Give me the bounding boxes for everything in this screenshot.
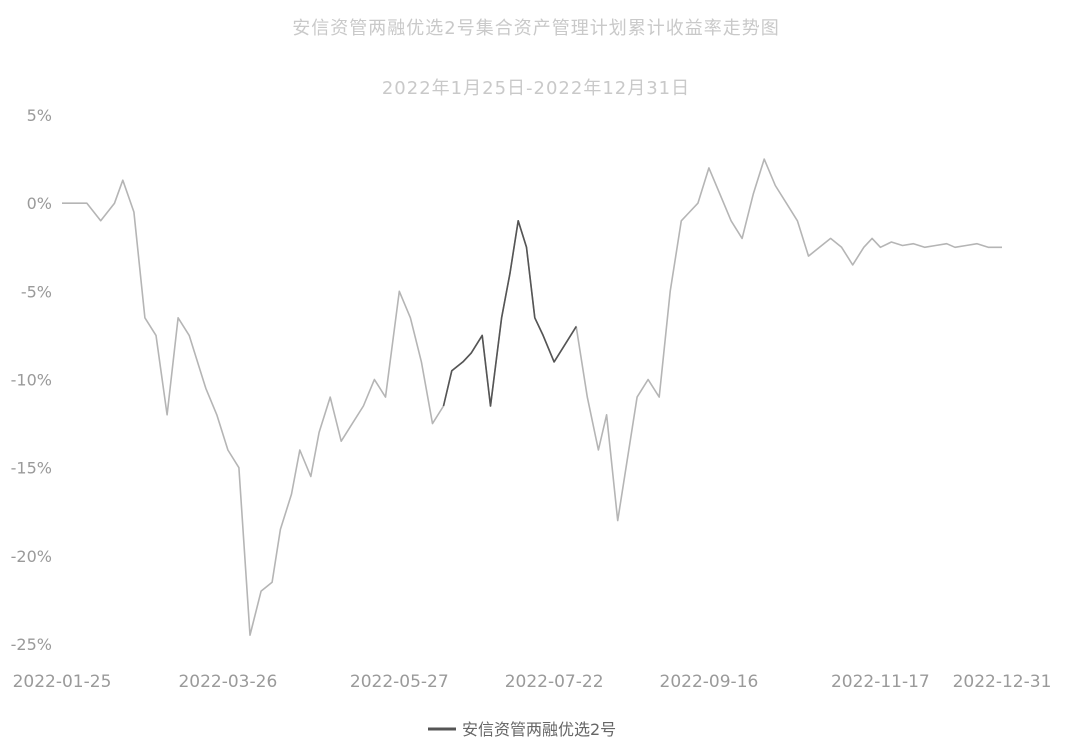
x-tick-label: 2022-11-17: [831, 672, 930, 692]
x-tick-label: 2022-09-16: [660, 672, 759, 692]
x-tick-label: 2022-12-31: [953, 672, 1052, 692]
y-tick-label: 0%: [27, 194, 52, 213]
y-tick-label: -5%: [21, 282, 52, 301]
y-tick-label: -15%: [11, 459, 52, 478]
y-tick-label: 5%: [27, 106, 52, 125]
chart-subtitle: 2022年1月25日-2022年12月31日: [381, 78, 691, 99]
legend-label: 安信资管两融优选2号: [462, 720, 616, 739]
chart-title: 安信资管两融优选2号集合资产管理计划累计收益率走势图: [292, 18, 780, 39]
y-tick-label: -20%: [11, 547, 52, 566]
y-tick-label: -25%: [11, 635, 52, 654]
x-tick-label: 2022-05-27: [350, 672, 449, 692]
x-tick-label: 2022-07-22: [505, 672, 604, 692]
x-tick-label: 2022-01-25: [13, 672, 112, 692]
x-tick-label: 2022-03-26: [178, 672, 277, 692]
series-line: [62, 158, 1002, 636]
series-line-highlight: [442, 220, 577, 407]
y-tick-label: -10%: [11, 371, 52, 390]
